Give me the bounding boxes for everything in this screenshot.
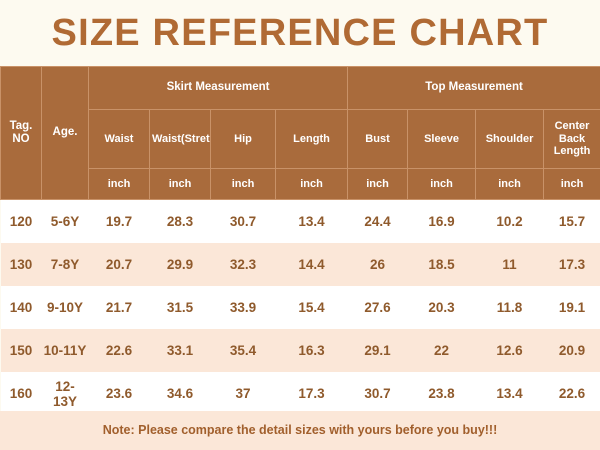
table-row: 160 12-13Y 23.6 34.6 37 17.3 30.7 23.8 1…: [0, 372, 600, 415]
column-header-bust: Bust: [347, 109, 409, 169]
cell-bust: 27.6: [347, 286, 408, 329]
unit-header-center-back-length: inch: [543, 168, 600, 200]
header-row-group: Tag. NO Age. Skirt Measurement Top Measu…: [0, 66, 600, 200]
cell-waist-stretch: 34.6: [149, 372, 211, 415]
cell-bust: 29.1: [347, 329, 408, 372]
cell-waist-stretch: 33.1: [149, 329, 211, 372]
column-header-age: Age.: [41, 66, 89, 200]
cell-waist: 20.7: [88, 243, 150, 286]
unit-header-hip: inch: [210, 168, 276, 200]
cell-hip: 30.7: [210, 199, 276, 243]
cell-shoulder: 11: [475, 243, 544, 286]
cell-waist: 23.6: [88, 372, 150, 415]
cell-waist: 19.7: [88, 199, 150, 243]
cell-bust: 24.4: [347, 199, 408, 243]
cell-tag-no: 120: [0, 199, 42, 243]
column-header-hip: Hip: [210, 109, 276, 169]
cell-hip: 35.4: [210, 329, 276, 372]
page-title: SIZE REFERENCE CHART: [51, 12, 549, 54]
cell-tag-no: 140: [0, 286, 42, 329]
cell-center-back-length: 15.7: [543, 199, 600, 243]
cell-center-back-length: 20.9: [543, 329, 600, 372]
cell-center-back-length: 19.1: [543, 286, 600, 329]
cell-center-back-length: 17.3: [543, 243, 600, 286]
unit-header-length: inch: [274, 168, 349, 200]
cell-tag-no: 130: [0, 243, 42, 286]
unit-header-waist-stretch: inch: [149, 168, 211, 200]
table-row: 150 10-11Y 22.6 33.1 35.4 16.3 29.1 22 1…: [0, 329, 600, 372]
group-header-top-measurement: Top Measurement: [347, 66, 600, 110]
cell-length: 15.4: [275, 286, 348, 329]
cell-sleeve: 20.3: [407, 286, 476, 329]
column-header-waist-stretch: Waist(Stretch): [149, 109, 211, 169]
header-row-measures: Waist Waist(Stretch) Hip Length Bust Sle…: [1, 109, 600, 169]
cell-shoulder: 13.4: [475, 372, 544, 415]
cell-shoulder: 10.2: [475, 199, 544, 243]
cell-sleeve: 23.8: [407, 372, 476, 415]
cell-age: 9-10Y: [41, 286, 89, 329]
cell-tag-no: 150: [0, 329, 42, 372]
table-row: 140 9-10Y 21.7 31.5 33.9 15.4 27.6 20.3 …: [0, 286, 600, 329]
column-header-sleeve: Sleeve: [407, 109, 477, 169]
cell-center-back-length: 22.6: [543, 372, 600, 415]
cell-age: 12-13Y: [41, 372, 89, 415]
column-header-shoulder: Shoulder: [475, 109, 545, 169]
cell-age: 5-6Y: [41, 199, 89, 243]
cell-shoulder: 11.8: [475, 286, 544, 329]
cell-sleeve: 22: [407, 329, 476, 372]
cell-age: 7-8Y: [41, 243, 89, 286]
cell-bust: 26: [347, 243, 408, 286]
cell-waist-stretch: 28.3: [149, 199, 211, 243]
column-header-center-back-length: Center Back Length: [543, 109, 600, 169]
cell-bust: 30.7: [347, 372, 408, 415]
cell-length: 14.4: [275, 243, 348, 286]
cell-hip: 33.9: [210, 286, 276, 329]
table-head: Tag. NO Age. Skirt Measurement Top Measu…: [0, 66, 600, 200]
table-body: 120 5-6Y 19.7 28.3 30.7 13.4 24.4 16.9 1…: [0, 199, 600, 415]
unit-header-bust: inch: [347, 168, 409, 200]
column-header-waist: Waist: [88, 109, 150, 169]
column-header-length: Length: [274, 109, 349, 169]
unit-header-sleeve: inch: [407, 168, 477, 200]
cell-length: 16.3: [275, 329, 348, 372]
cell-shoulder: 12.6: [475, 329, 544, 372]
unit-header-shoulder: inch: [475, 168, 545, 200]
cell-length: 17.3: [275, 372, 348, 415]
cell-waist: 22.6: [88, 329, 150, 372]
footer-note: Note: Please compare the detail sizes wi…: [0, 411, 600, 450]
cell-waist-stretch: 29.9: [149, 243, 211, 286]
cell-waist-stretch: 31.5: [149, 286, 211, 329]
unit-header-waist: inch: [88, 168, 150, 200]
cell-waist: 21.7: [88, 286, 150, 329]
cell-hip: 37: [210, 372, 276, 415]
cell-tag-no: 160: [0, 372, 42, 415]
cell-hip: 32.3: [210, 243, 276, 286]
cell-age: 10-11Y: [41, 329, 89, 372]
cell-sleeve: 16.9: [407, 199, 476, 243]
table-row: 120 5-6Y 19.7 28.3 30.7 13.4 24.4 16.9 1…: [0, 199, 600, 243]
size-table: Tag. NO Age. Skirt Measurement Top Measu…: [0, 66, 600, 415]
header-row-units: inch inch inch inch inch inch inch inch: [1, 168, 600, 200]
group-header-skirt-measurement: Skirt Measurement: [87, 66, 349, 110]
cell-sleeve: 18.5: [407, 243, 476, 286]
column-header-tag-no: Tag. NO: [0, 66, 42, 200]
table-row: 130 7-8Y 20.7 29.9 32.3 14.4 26 18.5 11 …: [0, 243, 600, 286]
cell-length: 13.4: [275, 199, 348, 243]
